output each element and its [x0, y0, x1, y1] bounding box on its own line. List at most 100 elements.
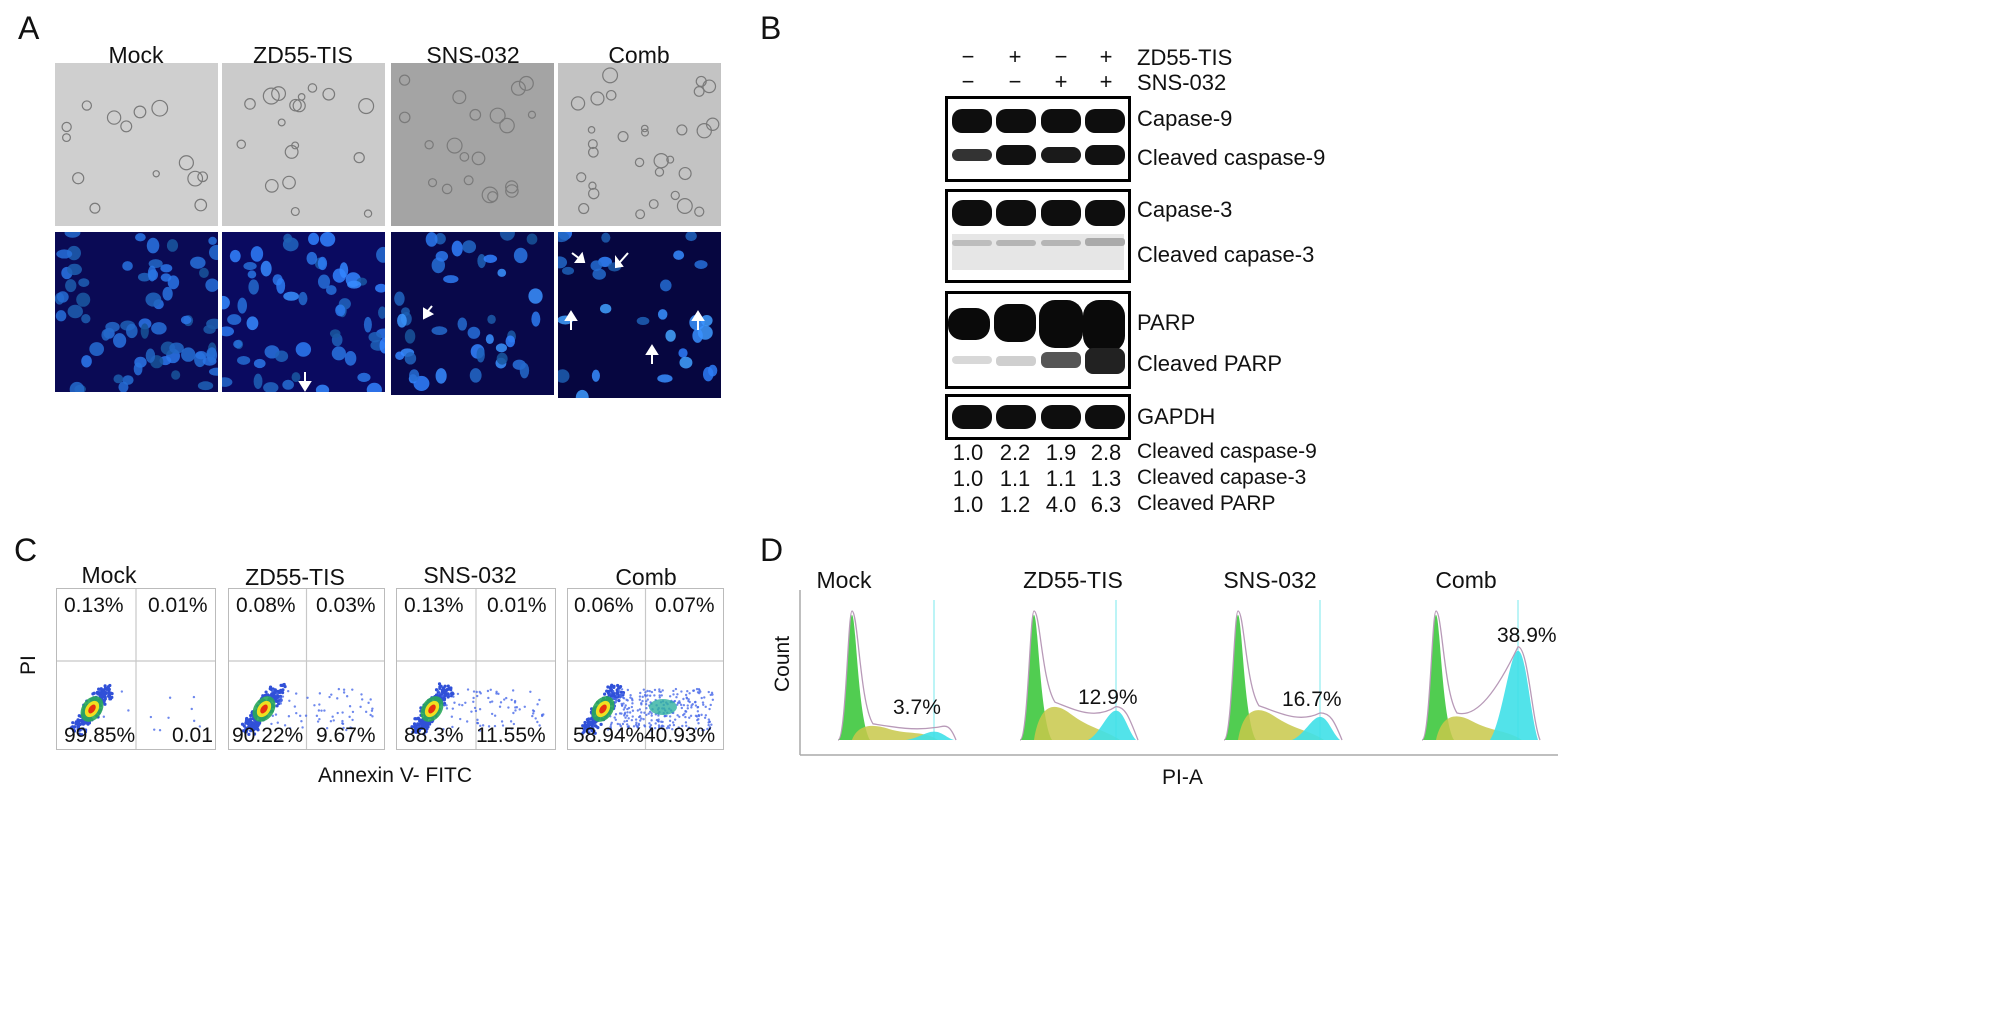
cell	[290, 206, 300, 217]
event	[657, 726, 661, 729]
event	[703, 696, 706, 699]
event	[275, 692, 279, 695]
event	[423, 720, 427, 725]
band-parp-lane2	[994, 304, 1036, 342]
nucleus	[357, 372, 371, 382]
g2-peak	[1088, 710, 1136, 740]
event	[341, 719, 344, 723]
event	[626, 688, 630, 692]
event	[646, 689, 649, 693]
event	[679, 703, 683, 707]
event	[345, 728, 348, 732]
event	[275, 696, 280, 700]
band-caspase3-lane3	[1041, 200, 1081, 226]
event	[279, 683, 283, 687]
event	[77, 714, 81, 718]
nucleus	[394, 291, 405, 306]
event	[247, 732, 251, 736]
band-gapdh-lane3	[1041, 405, 1081, 429]
g1-peak	[1224, 615, 1256, 740]
event	[445, 704, 448, 707]
cell	[676, 124, 688, 136]
band-cleaved-caspase3-lane2	[996, 240, 1036, 246]
nucleus	[497, 268, 507, 277]
event	[678, 715, 681, 719]
event	[630, 705, 634, 709]
nucleus	[81, 355, 92, 368]
event	[453, 701, 456, 704]
nucleus	[495, 343, 507, 353]
event	[341, 722, 344, 725]
event	[631, 709, 635, 712]
nucleus	[657, 309, 668, 320]
event	[690, 704, 693, 707]
event	[487, 725, 491, 728]
event	[276, 721, 279, 724]
cell	[152, 170, 160, 178]
cell	[696, 123, 712, 139]
event	[707, 718, 711, 721]
fluorescence-image-mock	[55, 232, 218, 392]
nucleus	[276, 277, 286, 294]
cell	[187, 170, 204, 187]
sign-sns-lane3: +	[1054, 69, 1068, 94]
nucleus	[208, 367, 218, 376]
event	[676, 693, 679, 696]
cell	[151, 99, 169, 117]
cell	[133, 105, 147, 119]
event	[281, 695, 285, 698]
flow-title-mock: Mock	[81, 562, 137, 588]
nucleus	[208, 236, 217, 245]
flow-mock-lr: 0.01	[172, 724, 213, 747]
nucleus	[203, 324, 216, 334]
g2-peak	[1490, 650, 1538, 740]
nucleus	[347, 280, 362, 289]
flow-zd55-ll: 90.22%	[232, 724, 304, 747]
cell	[471, 151, 486, 166]
nucleus	[575, 389, 589, 398]
event	[698, 689, 701, 692]
nucleus	[425, 232, 438, 247]
event	[684, 721, 688, 724]
nucleus	[190, 256, 206, 269]
event	[674, 687, 678, 691]
event	[711, 698, 715, 701]
event	[687, 726, 691, 730]
event	[617, 686, 621, 690]
event	[536, 720, 539, 724]
event	[451, 707, 455, 710]
event	[710, 691, 714, 695]
event	[320, 709, 323, 712]
cell	[244, 98, 256, 110]
nucleus	[592, 268, 606, 280]
event	[99, 687, 103, 691]
event	[620, 702, 623, 706]
event	[650, 714, 653, 717]
cell	[576, 172, 587, 183]
event	[279, 697, 283, 700]
event	[298, 714, 302, 718]
event	[437, 682, 442, 686]
event	[470, 710, 473, 713]
flow-comb-lr: 40.93%	[644, 724, 716, 747]
nucleus	[65, 279, 77, 293]
event	[620, 704, 624, 707]
sign-zd55-lane2: +	[1008, 44, 1022, 69]
event	[495, 692, 498, 695]
event	[697, 713, 700, 717]
event	[351, 688, 354, 691]
cell	[653, 153, 669, 169]
event	[641, 695, 644, 699]
event	[490, 700, 494, 703]
nucleus	[222, 326, 235, 337]
event	[444, 689, 448, 693]
event	[437, 692, 440, 695]
cell	[505, 184, 519, 198]
nucleus	[122, 375, 134, 385]
event	[493, 724, 497, 728]
event	[622, 702, 625, 705]
event	[627, 717, 630, 720]
event	[619, 724, 623, 728]
event	[103, 702, 107, 706]
event	[666, 725, 670, 728]
